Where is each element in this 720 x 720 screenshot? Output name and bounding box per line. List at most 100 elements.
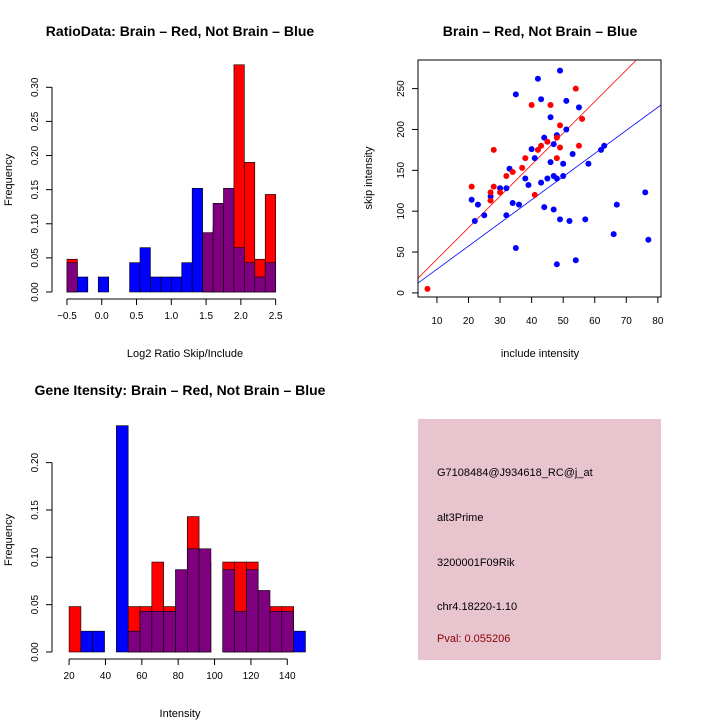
scatter-chart-title: Brain – Red, Not Brain – Blue	[443, 23, 638, 39]
scatter-point-notbrain-44	[601, 142, 608, 149]
scatter-x-tick-label-6: 70	[621, 316, 633, 327]
scatter-point-notbrain-20	[541, 204, 548, 211]
intensity-y-tick-label-2: 0.10	[30, 547, 41, 567]
intensity-notbrain-bar-8	[186, 548, 200, 653]
ratio-y-tick-label-5: 0.25	[30, 111, 41, 131]
scatter-point-notbrain-39	[572, 257, 579, 264]
ratio-x-tick-label-4: 1.5	[199, 311, 213, 322]
gene-name: 3200001F09Rik	[437, 557, 515, 569]
scatter-point-brain-5	[490, 183, 497, 190]
scatter-point-notbrain-23	[547, 159, 554, 166]
scatter-point-notbrain-32	[557, 67, 564, 74]
ratio-y-tick-label-0: 0.00	[30, 282, 41, 302]
intensity-notbrain-bar-4	[139, 610, 153, 653]
intensity-notbrain-bar-2	[116, 425, 129, 653]
intensity-notbrain-bar-6	[163, 610, 176, 653]
intensity-notbrain-bar-15	[281, 610, 294, 653]
ratio-notbrain-bar-13	[233, 247, 245, 293]
scatter-point-notbrain-19	[538, 96, 545, 103]
scatter-point-notbrain-21	[541, 134, 548, 141]
scatter-point-brain-7	[503, 173, 510, 180]
ratio-x-tick-label-6: 2.5	[269, 311, 283, 322]
ratio-y-tick-label-1: 0.05	[30, 248, 41, 268]
scatter-point-brain-2	[487, 197, 494, 204]
scatter-point-notbrain-24	[547, 114, 554, 121]
scatter-point-notbrain-47	[642, 189, 649, 196]
intensity-y-axis-label: Frequency	[3, 514, 15, 566]
scatter-point-brain-0	[424, 285, 431, 292]
intensity-brain-bar-0	[68, 606, 82, 653]
scatter-point-notbrain-36	[563, 126, 570, 133]
scatter-point-notbrain-14	[525, 182, 532, 189]
scatter-point-notbrain-0	[468, 196, 475, 203]
scatter-point-brain-13	[534, 146, 541, 153]
scatter-point-notbrain-42	[585, 160, 592, 167]
scatter-point-notbrain-22	[544, 175, 551, 182]
scatter-point-brain-21	[572, 85, 579, 92]
intensity-x-tick-label-4: 100	[206, 671, 223, 682]
intensity-notbrain-bar-5	[151, 610, 164, 653]
scatter-point-brain-10	[522, 155, 529, 162]
scatter-y-tick-label-5: 250	[396, 80, 407, 97]
intensity-y-tick-label-1: 0.05	[30, 594, 41, 614]
ratio-notbrain-bar-10	[202, 232, 214, 293]
intensity-y-tick-label-0: 0.00	[30, 642, 41, 662]
ratio-notbrain-bar-11	[212, 202, 224, 293]
scatter-x-tick-label-7: 80	[652, 316, 664, 327]
scatter-panel: Brain – Red, Not Brain – Blue include in…	[363, 23, 664, 360]
scatter-point-notbrain-12	[515, 201, 522, 208]
intensity-x-tick-label-2: 60	[136, 671, 148, 682]
scatter-point-notbrain-31	[557, 216, 564, 223]
scatter-point-notbrain-41	[582, 216, 589, 223]
scatter-point-brain-22	[575, 142, 582, 149]
scatter-point-notbrain-16	[531, 155, 538, 162]
intensity-x-tick-label-1: 40	[100, 671, 112, 682]
scatter-point-brain-1	[468, 183, 475, 190]
scatter-point-notbrain-9	[509, 200, 516, 207]
scatter-y-tick-label-1: 50	[396, 246, 407, 258]
scatter-x-tick-label-1: 20	[463, 316, 475, 327]
scatter-point-notbrain-6	[503, 212, 510, 219]
ratio-y-tick-label-3: 0.15	[30, 179, 41, 199]
ratio-notbrain-bar-1	[77, 276, 89, 293]
probe-info-panel: G7108484@J934618_RC@j_at alt3Prime 32000…	[418, 419, 661, 660]
scatter-point-brain-8	[509, 168, 516, 175]
ratio-notbrain-bar-5	[150, 276, 162, 293]
intensity-y-tick-label-4: 0.20	[30, 452, 41, 472]
scatter-point-notbrain-35	[563, 97, 570, 104]
ratio-x-tick-label-5: 2.0	[234, 311, 248, 322]
scatter-point-brain-14	[538, 142, 545, 149]
scatter-point-brain-15	[544, 138, 551, 145]
info-panel-background	[418, 419, 661, 660]
ratio-notbrain-bar-8	[181, 262, 193, 293]
scatter-y-tick-label-0: 0	[396, 290, 407, 296]
event-type: alt3Prime	[437, 512, 483, 524]
ratio-chart-title: RatioData: Brain – Red, Not Brain – Blue	[46, 23, 315, 39]
scatter-fit-line-notbrain	[418, 104, 661, 284]
ratio-notbrain-bar-12	[223, 187, 235, 293]
scatter-point-notbrain-34	[560, 160, 567, 167]
scatter-plot	[418, 60, 661, 292]
intensity-notbrain-bar-10	[222, 569, 235, 653]
intensity-notbrain-bar-1	[92, 630, 105, 653]
intensity-notbrain-bar-3	[127, 630, 141, 653]
probe-id: G7108484@J934618_RC@j_at	[437, 467, 593, 479]
intensity-notbrain-bar-0	[80, 630, 94, 653]
scatter-point-notbrain-25	[550, 141, 557, 148]
scatter-point-notbrain-26	[550, 206, 557, 213]
ratio-notbrain-bar-2	[97, 276, 109, 293]
intensity-x-tick-label-3: 80	[173, 671, 185, 682]
ratio-notbrain-bar-9	[191, 187, 203, 293]
ratio-x-tick-label-0: −0.5	[57, 311, 77, 322]
scatter-point-brain-23	[579, 115, 586, 122]
intensity-x-tick-label-0: 20	[64, 671, 76, 682]
scatter-point-brain-4	[490, 146, 497, 153]
scatter-point-brain-3	[487, 189, 494, 196]
ratio-axes: −0.5 0.0 0.5 1.0 1.5 2.0 2.5 0.00 0.05 0.10 0.15 0.…	[30, 77, 283, 322]
scatter-x-tick-label-2: 30	[494, 316, 506, 327]
scatter-point-notbrain-15	[528, 146, 535, 153]
ratio-x-axis-label: Log2 Ratio Skip/Include	[127, 348, 243, 360]
intensity-histogram-panel: Gene Itensity: Brain – Red, Not Brain – …	[3, 382, 326, 720]
p-value: Pval: 0.055206	[437, 633, 510, 645]
